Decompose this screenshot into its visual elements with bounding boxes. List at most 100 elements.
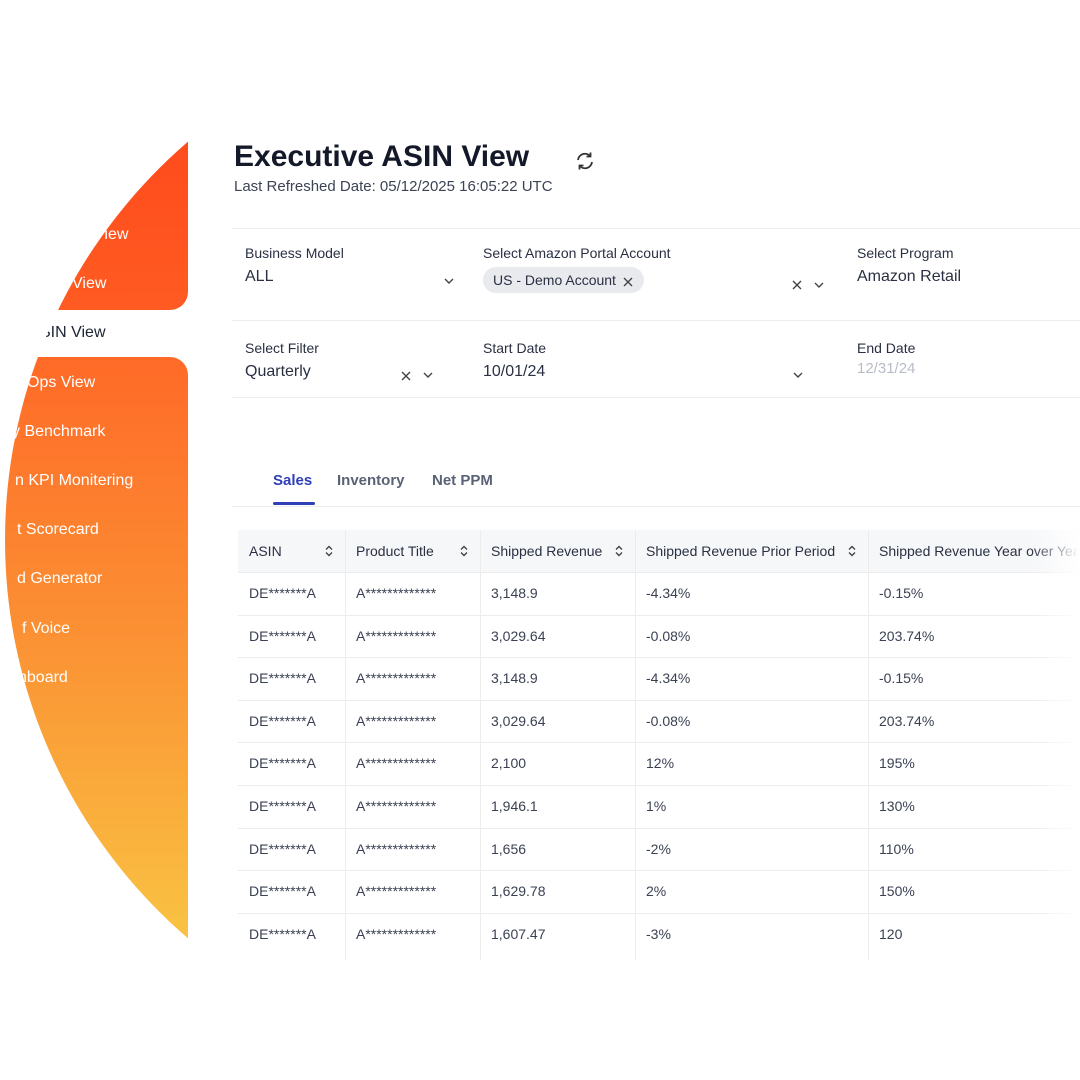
column-header[interactable]: Shipped Revenue (491, 543, 603, 559)
table-cell: DE*******A (249, 798, 316, 814)
table-cell: -0.15% (879, 585, 924, 601)
table-cell: 2,100 (491, 755, 527, 772)
page-subtitle: Last Refreshed Date: 05/12/2025 16:05:22… (234, 178, 553, 195)
chevron-icon[interactable] (422, 369, 434, 381)
table-cell: A************* (356, 798, 437, 814)
refresh-icon[interactable] (574, 150, 596, 172)
sort-icon[interactable] (846, 545, 858, 557)
table-header (238, 530, 1080, 572)
filter-label: End Date (857, 340, 916, 356)
table-cell: -0.15% (879, 670, 924, 687)
filter-value[interactable]: Amazon Retail (857, 268, 962, 285)
table-cell: 3,029.64 (491, 712, 546, 729)
filter-chip[interactable]: US - Demo Account (483, 267, 644, 293)
table-cell: -4.34% (646, 670, 691, 687)
table-cell: 1,607.47 (491, 925, 546, 942)
chevron-icon[interactable] (443, 275, 455, 287)
nav-item[interactable]: hboard (18, 668, 68, 686)
nav-item[interactable]: t Scorecard (17, 521, 99, 539)
table-cell: 1,656 (491, 840, 527, 857)
nav-item[interactable]: d Generator (17, 570, 103, 588)
nav-item[interactable]: f Voice (22, 619, 71, 637)
table-cell: 3,148.9 (491, 585, 538, 601)
fade (1030, 520, 1080, 960)
table-cell: 195% (879, 755, 915, 772)
filter-placeholder[interactable]: 12/31/24 (857, 360, 916, 377)
table-cell: A************* (356, 712, 437, 729)
filter-label: Business Model (245, 245, 344, 261)
clear-icon[interactable] (400, 370, 412, 382)
table-cell: -2% (646, 840, 671, 857)
clear-icon[interactable] (622, 276, 634, 288)
row-divider (238, 572, 1080, 573)
table-cell: -3% (646, 925, 671, 942)
column-divider (635, 530, 636, 960)
table-cell: DE*******A (249, 712, 316, 729)
tab[interactable]: Inventory (337, 472, 405, 489)
table-cell: 1,629.78 (491, 883, 546, 900)
table-cell: A************* (356, 840, 437, 857)
row-divider (238, 827, 1080, 829)
table-cell: DE*******A (249, 925, 316, 942)
tab-bar (232, 460, 1080, 507)
table-cell: A************* (356, 883, 437, 900)
column-divider (868, 530, 869, 960)
table-cell: DE*******A (249, 883, 316, 900)
row-divider (238, 785, 1080, 786)
sidebar-block (5, 357, 188, 947)
row-divider (238, 657, 1080, 659)
column-header[interactable]: Shipped Revenue Prior Period (646, 543, 836, 559)
table-cell: 12% (646, 755, 675, 772)
filter-label: Select Program (857, 245, 954, 261)
filter-value[interactable]: Quarterly (245, 363, 311, 380)
table-cell: -0.08% (646, 627, 691, 644)
table-cell: 110% (879, 840, 914, 857)
filter-value[interactable]: 10/01/24 (483, 363, 546, 380)
table-cell: DE*******A (249, 627, 316, 644)
nav-item[interactable]: View (94, 226, 129, 243)
table-cell: A************* (356, 670, 437, 687)
row-divider (238, 742, 1080, 744)
table-cell: -4.34% (646, 585, 691, 601)
sort-icon[interactable] (458, 545, 470, 557)
row-divider (238, 912, 1080, 914)
table-cell: A************* (356, 755, 437, 772)
row-divider (238, 699, 1080, 701)
table-cell: 203.74% (879, 712, 935, 729)
column-header[interactable]: Shipped Revenue Year over Year (879, 543, 1077, 559)
filter-label: Select Amazon Portal Account (483, 245, 671, 261)
table-cell: 203.74% (879, 627, 935, 644)
column-header[interactable]: ASIN (249, 543, 282, 559)
chevron-icon[interactable] (792, 369, 804, 381)
table-cell: DE*******A (249, 585, 316, 601)
sort-icon[interactable] (323, 545, 335, 557)
filter-value[interactable]: ALL (245, 268, 274, 285)
column-header[interactable]: Product Title (356, 543, 434, 559)
nav-item[interactable]: View (72, 275, 107, 293)
table-cell: A************* (356, 925, 437, 942)
clear-icon[interactable] (791, 279, 803, 291)
divider (232, 320, 1080, 321)
table-cell: -0.08% (646, 712, 691, 729)
nav-item[interactable]: n KPI Monitering (15, 472, 134, 489)
table-cell: DE*******A (249, 840, 316, 857)
table-cell: 3,029.64 (491, 627, 546, 644)
table-cell: A************* (356, 585, 437, 601)
row-divider (238, 614, 1080, 616)
nav-item[interactable]: Ops View (27, 373, 96, 391)
table-cell: 1% (646, 798, 667, 814)
sort-icon[interactable] (613, 545, 625, 557)
filter-panel (232, 228, 1080, 398)
chevron-icon[interactable] (813, 279, 825, 291)
row-divider (238, 870, 1080, 872)
nav-item[interactable]: y Benchmark (12, 422, 106, 440)
sidebar: View View SIN View Ops View y Benchmark n KPI… (5, 15, 190, 1065)
nav-item[interactable]: SIN View (40, 324, 106, 342)
column-divider (480, 530, 481, 960)
tab[interactable]: Net PPM (432, 472, 493, 489)
table-cell: 120 (879, 925, 903, 942)
tab[interactable]: Sales (273, 472, 313, 489)
table-cell: A************* (356, 627, 437, 644)
table-cell: 2% (646, 883, 667, 900)
